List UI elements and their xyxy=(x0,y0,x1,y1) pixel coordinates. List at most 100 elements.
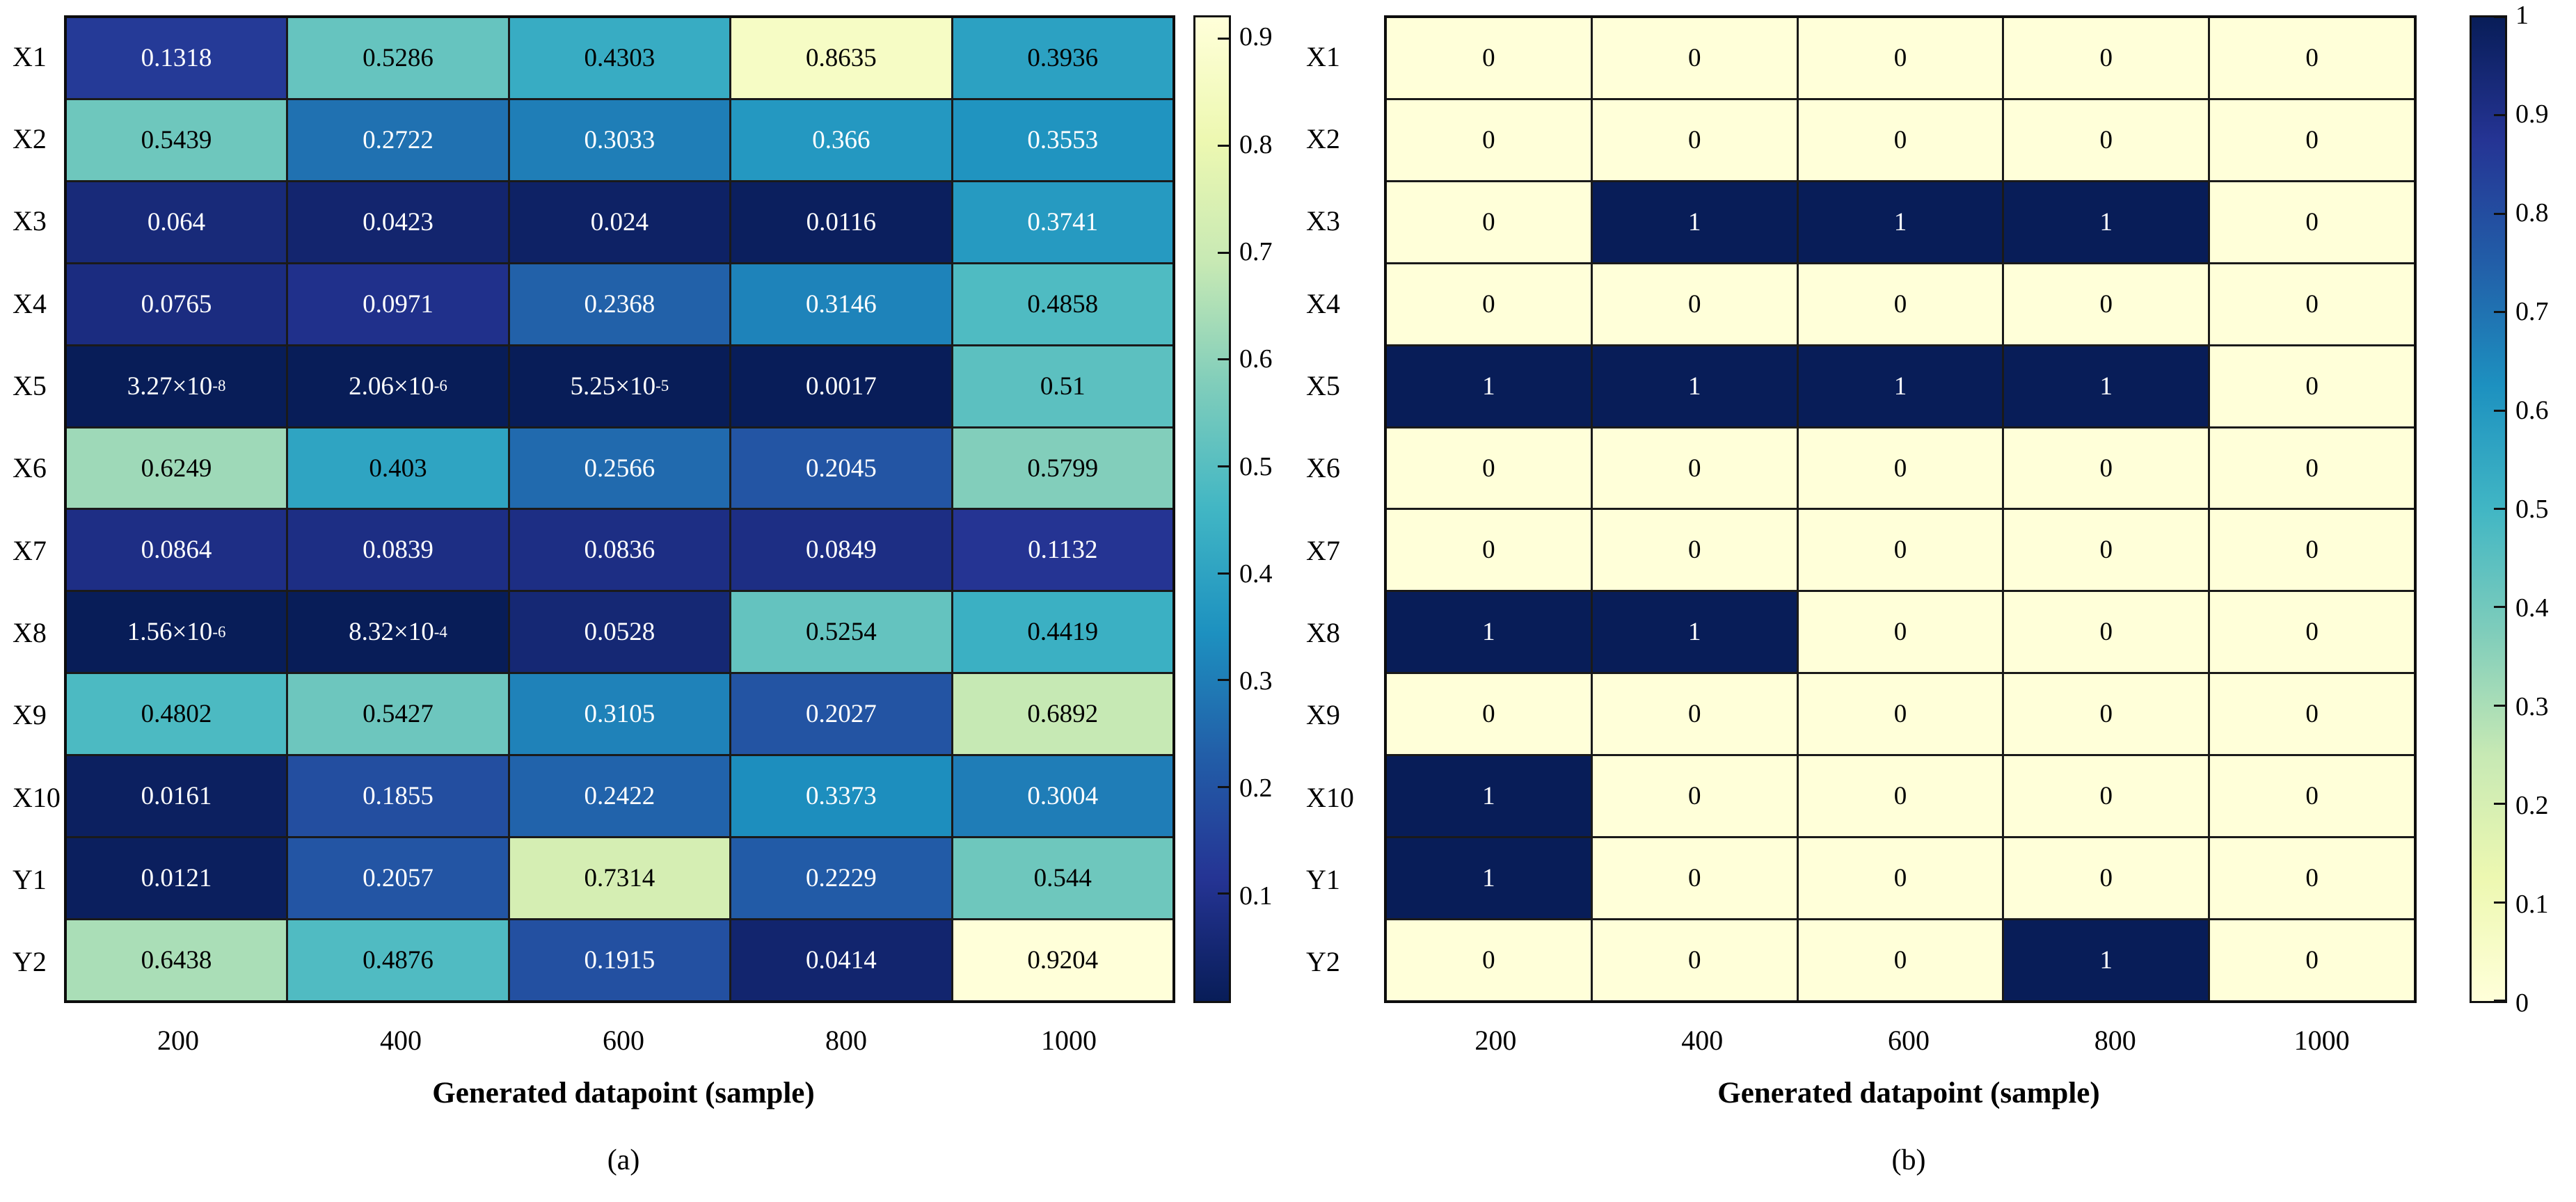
colorbar-tick-label: 0.9 xyxy=(2515,99,2549,129)
heatmap-grid-a: 0.1318 0.5286 0.4303 0.8635 0.3936 0.5439 0.27… xyxy=(63,15,1175,1003)
heatmap-cell: 0.0836 xyxy=(509,510,730,591)
heatmap-cell: 0 xyxy=(1592,920,1797,1000)
heatmap-cell: 0.4876 xyxy=(288,920,508,1000)
row-labels-a: X1 X2 X3 X4 X5 X6 X7 X8 X9 X10 Y1 Y2 xyxy=(3,15,64,1003)
heatmap-cell: 0.3004 xyxy=(953,756,1172,837)
heatmap-cell: 0 xyxy=(2004,428,2209,508)
row-label: X6 xyxy=(13,452,47,484)
row-label: X2 xyxy=(13,122,47,154)
row-label: X9 xyxy=(13,699,47,731)
row-label: X3 xyxy=(1306,205,1340,237)
colorbar-tick-label: 0.8 xyxy=(1239,129,1273,159)
heatmap-cell: 0.0414 xyxy=(731,920,951,1000)
colorbar-tick-mark xyxy=(2494,16,2505,18)
colorbar-labels-b: 1 0.9 0.8 0.7 0.6 0.5 0.4 0.3 0.2 0.1 0 xyxy=(2515,1,2564,1017)
heatmap-cell: 0 xyxy=(1592,264,1797,344)
heatmap-cell: 0 xyxy=(2004,264,2209,344)
heatmap-cell: 0 xyxy=(1592,510,1797,591)
colorbar-tick-mark xyxy=(2494,508,2505,510)
row-label: X4 xyxy=(1306,287,1340,319)
heatmap-cell: 0 xyxy=(1592,838,1797,919)
x-tick-label: 600 xyxy=(603,1025,644,1056)
heatmap-cell: 1 xyxy=(1798,182,2003,262)
heatmap-cell: 0 xyxy=(2004,510,2209,591)
heatmap-cell: 0 xyxy=(2004,756,2209,837)
heatmap-cell: 0.2722 xyxy=(288,99,508,180)
heatmap-cell: 0 xyxy=(2210,756,2414,837)
heatmap-cell: 0 xyxy=(1798,592,2003,673)
heatmap-cell: 0.3553 xyxy=(953,99,1172,180)
heatmap-cell: 1 xyxy=(1387,756,1591,837)
heatmap-cell: 0 xyxy=(1798,18,2003,98)
heatmap-cell: 0 xyxy=(1798,674,2003,755)
heatmap-cell: 0.3936 xyxy=(953,18,1172,98)
heatmap-cell: 0.5254 xyxy=(731,592,951,673)
heatmap-cell: 0 xyxy=(2004,99,2209,180)
x-tick-label: 800 xyxy=(825,1025,867,1056)
colorbar-tick-mark xyxy=(2494,704,2505,707)
colorbar-tick-mark xyxy=(1218,892,1229,895)
heatmap-cell: 8.32×10 -4 xyxy=(288,592,508,673)
colorbar-tick-label: 0.2 xyxy=(2515,791,2549,820)
subplot-caption-a: (a) xyxy=(607,1144,640,1176)
heatmap-cell: 0.0116 xyxy=(731,182,951,262)
heatmap-cell: 0.1915 xyxy=(509,920,730,1000)
colorbar-tick-label: 1 xyxy=(2515,1,2529,30)
heatmap-cell: 0.2057 xyxy=(288,838,508,919)
heatmap-cell: 1 xyxy=(1387,592,1591,673)
colorbar-tick-label: 0.6 xyxy=(1239,344,1273,374)
heatmap-cell: 0 xyxy=(1387,99,1591,180)
row-label: X1 xyxy=(13,40,47,72)
row-label: X5 xyxy=(13,369,47,401)
row-label: Y2 xyxy=(1306,946,1340,978)
colorbar-tick-label: 0.8 xyxy=(2515,198,2549,227)
panel-a: X1 X2 X3 X4 X5 X6 X7 X8 X9 X10 Y1 Y2 0.1318 0.5286 0.… xyxy=(3,15,1288,1176)
heatmap-cell: 0 xyxy=(1592,674,1797,755)
heatmap-cell: 0.0971 xyxy=(288,264,508,344)
heatmap-cell: 0.0839 xyxy=(288,510,508,591)
colorbar-tick-mark xyxy=(2494,212,2505,215)
heatmap-cell: 0 xyxy=(1798,838,2003,919)
heatmap-cell: 0 xyxy=(2210,264,2414,344)
heatmap-cell: 0.0528 xyxy=(509,592,730,673)
colorbar-labels-a: 0.9 0.8 0.7 0.6 0.5 0.4 0.3 0.2 0.1 xyxy=(1239,15,1288,1003)
x-tick-label: 800 xyxy=(2094,1025,2136,1056)
x-tick-label: 600 xyxy=(1887,1025,1930,1056)
heatmap-cell: 0 xyxy=(1387,428,1591,508)
heatmap-cell: 0 xyxy=(2210,838,2414,919)
heatmap-cell: 0.6438 xyxy=(66,920,287,1000)
heatmap-cell: 0.064 xyxy=(66,182,287,262)
heatmap-cell: 0.0849 xyxy=(731,510,951,591)
heatmap-cell: 0.2045 xyxy=(731,428,951,508)
heatmap-cell: 0.024 xyxy=(509,182,730,262)
colorbar-tick-mark xyxy=(2494,901,2505,904)
heatmap-cell: 0.5439 xyxy=(66,99,287,180)
heatmap-cell: 0.2027 xyxy=(731,674,951,755)
heatmap-cell: 0 xyxy=(2210,18,2414,98)
row-label: X7 xyxy=(13,534,47,566)
heatmap-cell: 0.403 xyxy=(288,428,508,508)
heatmap-cell: 0.3373 xyxy=(731,756,951,837)
colorbar-tick-label: 0.3 xyxy=(1239,666,1273,696)
colorbar-tick-mark xyxy=(1218,144,1229,147)
row-label: X3 xyxy=(13,205,47,237)
row-label: Y2 xyxy=(13,946,47,978)
heatmap-cell: 1 xyxy=(1387,838,1591,919)
heatmap-cell: 0.2229 xyxy=(731,838,951,919)
heatmap-cell: 0.0121 xyxy=(66,838,287,919)
colorbar-gradient-a xyxy=(1193,15,1231,1003)
heatmap-cell: 0.3033 xyxy=(509,99,730,180)
colorbar-tick-label: 0.1 xyxy=(2515,890,2549,919)
subplot-caption-b: (b) xyxy=(1891,1144,1926,1176)
heatmap-cell: 0 xyxy=(2004,592,2209,673)
heatmap-cell: 0 xyxy=(1387,920,1591,1000)
heatmap-cell: 0.4303 xyxy=(509,18,730,98)
row-label: Y1 xyxy=(13,863,47,895)
heatmap-cell: 0 xyxy=(2210,510,2414,591)
colorbar-tick-label: 0.6 xyxy=(2515,396,2549,425)
heatmap-cell: 0.7314 xyxy=(509,838,730,919)
heatmap-cell: 0.5427 xyxy=(288,674,508,755)
heatmap-cell: 0.0765 xyxy=(66,264,287,344)
colorbar-tick-label: 0.4 xyxy=(1239,559,1273,588)
row-label: X5 xyxy=(1306,369,1340,401)
